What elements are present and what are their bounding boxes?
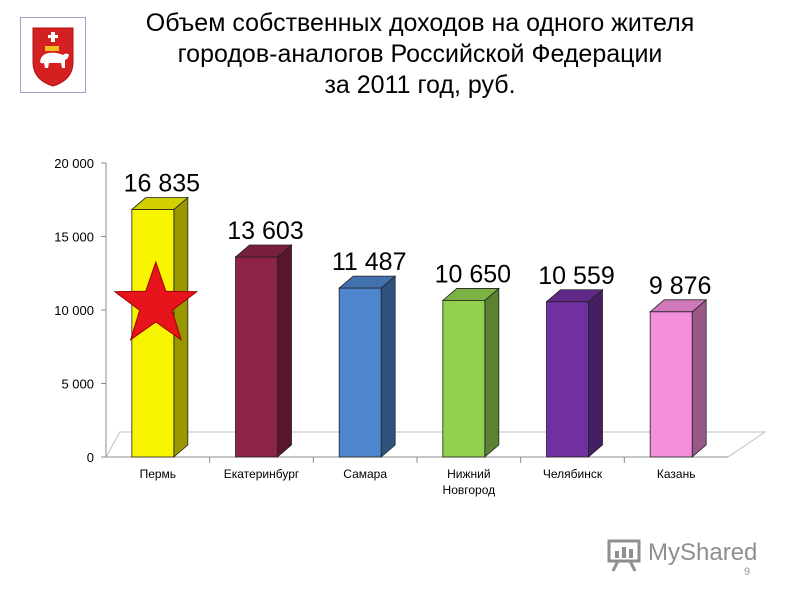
- watermark-text: MyShared: [648, 539, 758, 566]
- bear-coat-of-arms-icon: [32, 27, 74, 87]
- bar-2: [338, 287, 382, 458]
- category-label-0: Пермь: [140, 467, 176, 481]
- bar-side-2: [380, 275, 396, 458]
- slide-number: 9: [744, 566, 751, 578]
- data-label-3: 10 650: [435, 260, 511, 288]
- title-line-1: Объем собственных доходов на одного жите…: [145, 9, 695, 37]
- bar-side-5: [691, 298, 707, 458]
- presentation-board-icon: [607, 539, 641, 572]
- coat-of-arms: [20, 17, 86, 93]
- y-tick-label: 10 000: [54, 303, 94, 318]
- title-line-3: за 2011 год, руб.: [324, 71, 516, 99]
- y-tick-label: 20 000: [54, 156, 94, 171]
- category-label-4: Челябинск: [543, 467, 603, 481]
- data-label-0: 16 835: [124, 170, 200, 198]
- bar-4: [546, 301, 589, 458]
- watermark: MyShared: [606, 537, 766, 573]
- red-star-icon: [113, 260, 199, 342]
- category-label-1: Екатеринбург: [224, 467, 300, 481]
- bar-side-1: [277, 244, 292, 458]
- data-label-1: 13 603: [227, 217, 303, 245]
- category-label-5: Казань: [657, 467, 696, 481]
- category-label-2: Самара: [343, 467, 387, 481]
- bar-3: [442, 300, 486, 458]
- bar-5: [649, 311, 693, 458]
- page-title: Объем собственных доходов на одного жите…: [100, 8, 740, 101]
- bar-1: [235, 256, 278, 458]
- y-tick-label: 15 000: [54, 230, 94, 245]
- category-label-3: Новгород: [443, 483, 496, 497]
- data-label-5: 9 876: [649, 272, 712, 300]
- data-label-2: 11 487: [332, 248, 407, 276]
- bar-side-3: [484, 287, 500, 458]
- y-tick-label: 5 000: [61, 377, 94, 392]
- title-line-2: городов-аналогов Российской Федерации: [177, 40, 663, 68]
- category-label-3: Нижний: [447, 467, 490, 481]
- bar-side-4: [588, 288, 603, 458]
- y-tick-label: 0: [87, 450, 94, 465]
- data-label-4: 10 559: [538, 262, 614, 290]
